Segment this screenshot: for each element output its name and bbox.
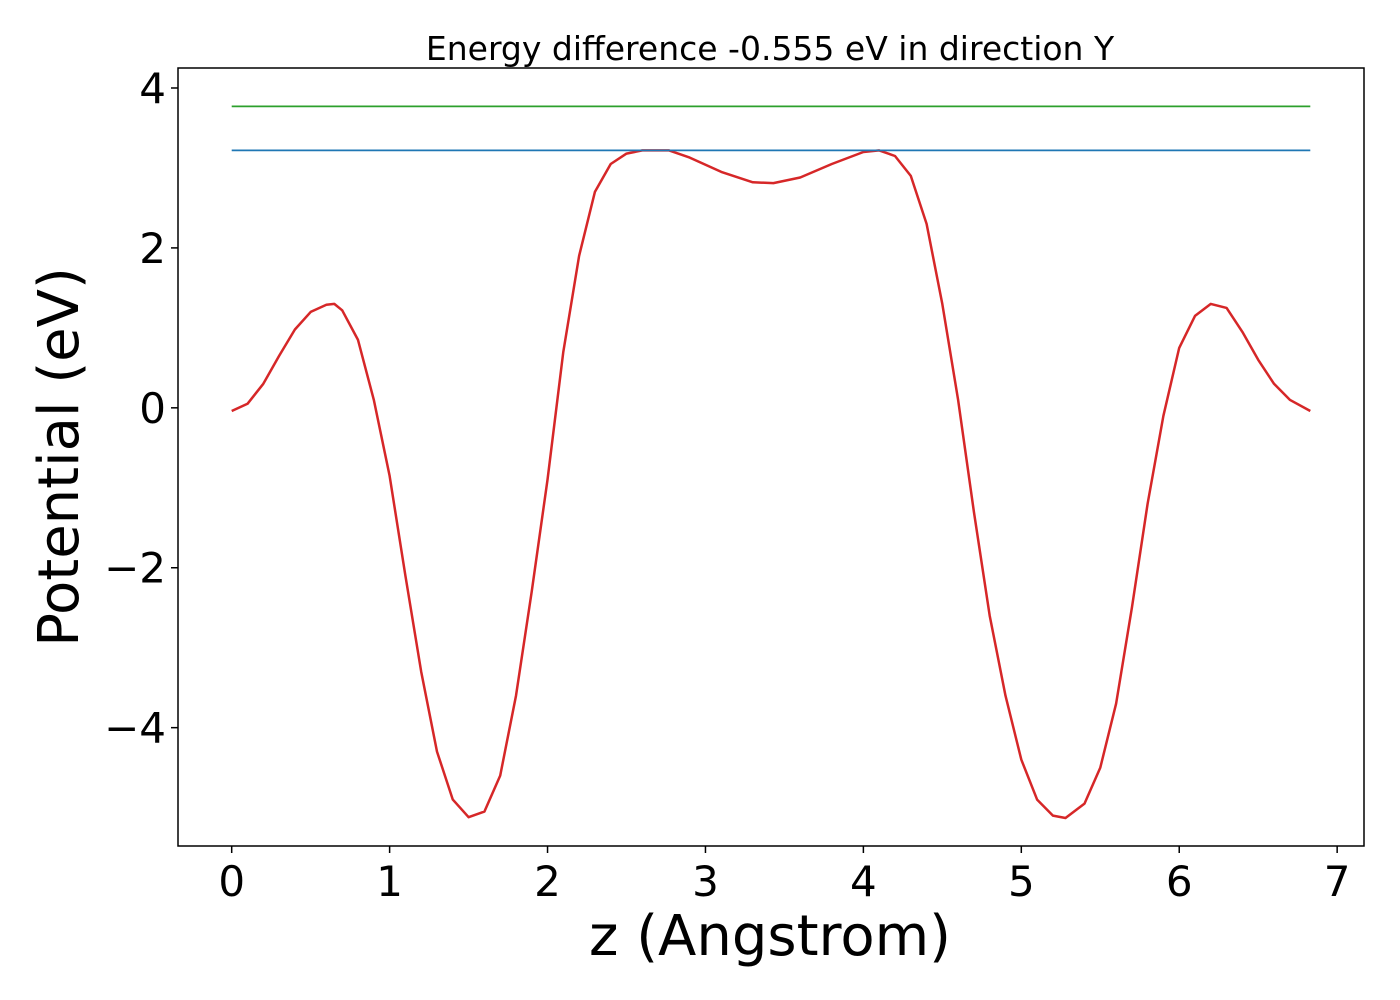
series-line-potential bbox=[231, 149, 1311, 820]
plot-frame bbox=[177, 67, 1365, 847]
y-tick-label: −4 bbox=[104, 704, 166, 753]
x-tick-label: 1 bbox=[376, 857, 403, 906]
x-tick-label: 5 bbox=[1008, 857, 1035, 906]
y-tick-label: 2 bbox=[139, 224, 166, 273]
x-axis-label: z (Angstrom) bbox=[589, 904, 951, 969]
x-axis: 0 1 2 3 4 5 6 7 bbox=[218, 846, 1351, 906]
y-tick-label: 4 bbox=[139, 64, 166, 113]
x-tick-label: 6 bbox=[1166, 857, 1193, 906]
chart-title: Energy difference -0.555 eV in direction… bbox=[426, 29, 1115, 68]
y-tick-label: −2 bbox=[104, 544, 166, 593]
y-axis-label: Potential (eV) bbox=[27, 267, 92, 647]
x-tick-label: 7 bbox=[1324, 857, 1351, 906]
y-tick-label: 0 bbox=[139, 384, 166, 433]
x-tick-label: 3 bbox=[692, 857, 719, 906]
x-tick-label: 4 bbox=[850, 857, 877, 906]
plot-area bbox=[231, 105, 1311, 820]
x-tick-label: 0 bbox=[218, 857, 245, 906]
y-axis: −4 −2 0 2 4 bbox=[104, 64, 178, 753]
x-tick-label: 2 bbox=[534, 857, 561, 906]
